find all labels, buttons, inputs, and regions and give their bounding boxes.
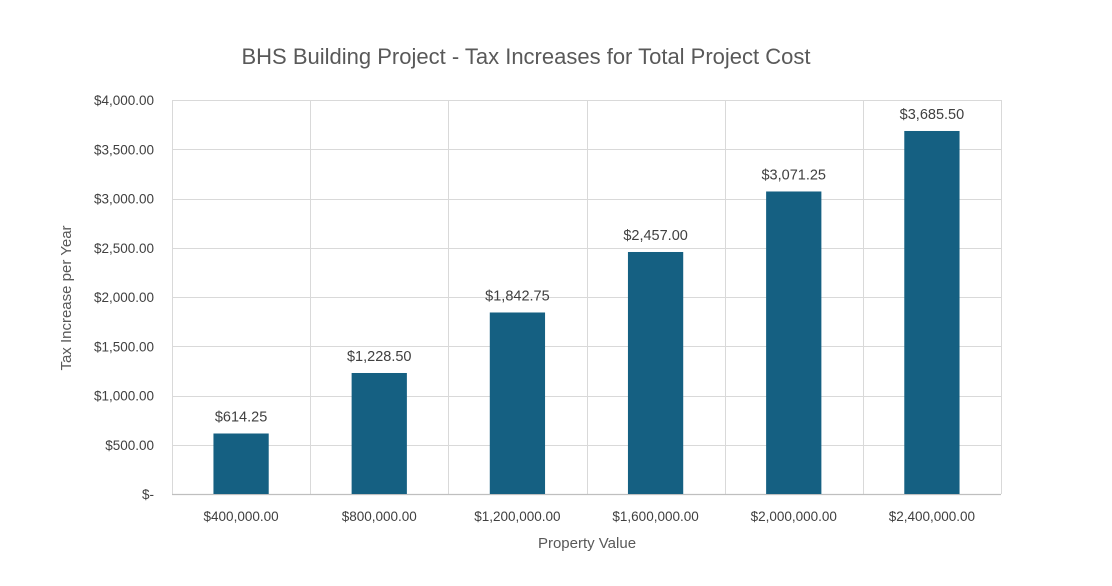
x-axis-tick-labels: $400,000.00 $800,000.00 $1,200,000.00 $1,60… xyxy=(204,509,976,524)
bar xyxy=(489,312,546,494)
y-axis-title: Tax Increase per Year xyxy=(58,225,75,370)
data-label: $3,685.50 xyxy=(900,107,965,123)
data-labels: $614.25 $1,228.50 $1,842.75 $2,457.00 $3,071… xyxy=(215,107,964,426)
bars xyxy=(213,130,960,494)
data-label: $614.25 xyxy=(215,409,267,425)
x-tick-label: $1,200,000.00 xyxy=(474,509,560,524)
data-label: $3,071.25 xyxy=(761,167,826,183)
bar xyxy=(213,433,269,494)
x-tick-label: $2,400,000.00 xyxy=(889,509,975,524)
data-label: $1,228.50 xyxy=(347,349,412,365)
bar xyxy=(766,191,822,494)
y-tick-label: $3,000.00 xyxy=(94,192,154,207)
y-tick-label: $1,000.00 xyxy=(94,389,154,404)
y-tick-label: $500.00 xyxy=(105,438,154,453)
bar xyxy=(627,251,684,494)
x-axis-title: Property Value xyxy=(538,535,636,552)
bar xyxy=(351,372,407,494)
y-tick-label: $2,500.00 xyxy=(94,241,154,256)
y-tick-label: $3,500.00 xyxy=(94,142,154,157)
y-tick-label: $2,000.00 xyxy=(94,290,154,305)
x-tick-label: $2,000,000.00 xyxy=(751,509,837,524)
x-tick-label: $800,000.00 xyxy=(342,509,417,524)
y-tick-label: $- xyxy=(142,487,154,502)
data-label: $1,842.75 xyxy=(485,288,550,304)
bar xyxy=(904,130,960,494)
y-tick-label: $4,000.00 xyxy=(94,93,154,108)
data-label: $2,457.00 xyxy=(623,228,688,244)
gridlines xyxy=(172,100,1002,496)
x-tick-label: $1,600,000.00 xyxy=(612,509,698,524)
y-axis-tick-labels: $- $500.00 $1,000.00 $1,500.00 $2,000.00 $2,5… xyxy=(94,93,154,502)
chart-title: BHS Building Project - Tax Increases for… xyxy=(242,44,811,69)
x-tick-label: $400,000.00 xyxy=(204,509,279,524)
y-tick-label: $1,500.00 xyxy=(94,339,154,354)
